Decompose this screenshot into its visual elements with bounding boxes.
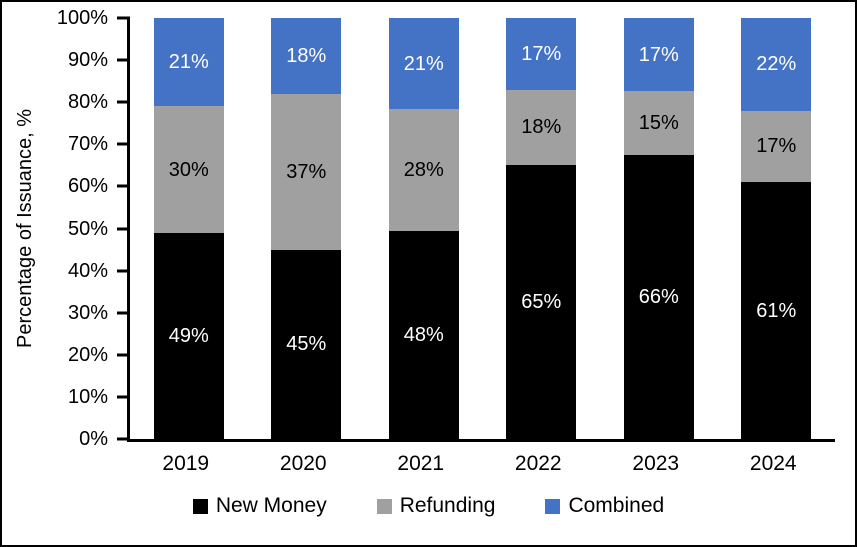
bar-segment-label: 65%: [521, 291, 562, 314]
y-axis-tick-mark: [117, 395, 130, 399]
bar-segment-label: 15%: [638, 112, 679, 135]
bar-2020: 45% 37% 18%: [271, 18, 342, 439]
bar-segment-new-money: 48%: [388, 230, 459, 439]
bar-segment-label: 21%: [168, 51, 209, 74]
legend: New Money Refunding Combined: [2, 494, 855, 518]
x-axis-label-2019: 2019: [162, 452, 210, 475]
bar-segment-new-money: 49%: [153, 232, 224, 439]
bar-segment-combined: 18%: [271, 18, 342, 94]
bar-segment-refunding: 15%: [623, 91, 694, 156]
bar-segment-refunding: 18%: [506, 89, 577, 166]
bar-segment-label: 18%: [521, 116, 562, 139]
x-axis-label-2021: 2021: [397, 452, 445, 475]
y-axis-tick-label: 20%: [67, 343, 108, 366]
y-axis-tick-label: 60%: [67, 175, 108, 198]
x-axis-label-2023: 2023: [632, 452, 680, 475]
bar-segment-label: 37%: [286, 160, 327, 183]
bar-segment-label: 18%: [286, 44, 327, 67]
y-axis-tick-label: 50%: [67, 217, 108, 240]
legend-label-refunding: Refunding: [399, 494, 496, 517]
bar-segment-label: 28%: [403, 158, 444, 181]
y-axis-tick-label: 10%: [67, 385, 108, 408]
bar-segment-label: 66%: [638, 286, 679, 309]
y-axis-tick-label: 90%: [67, 49, 108, 72]
y-axis-tick-label: 80%: [67, 91, 108, 114]
legend-item-combined: Combined: [545, 494, 664, 518]
bar-segment-label: 17%: [638, 43, 679, 66]
bar-segment-new-money: 61%: [741, 182, 812, 439]
bar-segment-combined: 21%: [388, 18, 459, 110]
bar-segment-refunding: 17%: [741, 110, 812, 183]
y-axis-tick-mark: [117, 100, 130, 104]
x-axis-label-2022: 2022: [514, 452, 562, 475]
bar-slot-2022: 65% 18% 17%: [483, 18, 601, 439]
y-axis-tick-mark: [117, 269, 130, 273]
bar-slot-2023: 66% 15% 17%: [600, 18, 718, 439]
bar-segment-label: 49%: [168, 324, 209, 347]
bar-slot-2020: 45% 37% 18%: [248, 18, 366, 439]
y-axis-tick-label: 100%: [56, 7, 108, 29]
bar-segment-combined: 22%: [741, 18, 812, 111]
legend-label-new-money: New Money: [215, 494, 327, 517]
bar-2023: 66% 15% 17%: [623, 18, 694, 439]
legend-label-combined: Combined: [568, 494, 665, 517]
y-axis-tick-mark: [117, 58, 130, 62]
y-axis-tick-label: 70%: [67, 133, 108, 156]
bar-segment-refunding: 28%: [388, 109, 459, 231]
bar-segment-label: 22%: [756, 53, 797, 76]
bar-segment-label: 45%: [286, 333, 327, 356]
legend-swatch-new-money: [192, 498, 208, 514]
y-axis-tick-mark: [117, 311, 130, 315]
legend-item-refunding: Refunding: [376, 494, 496, 518]
bars-container: 49% 30% 21% 45% 37% 18% 48% 28% 21% 65% 18% 17% 66% 1…: [130, 18, 835, 439]
bar-segment-new-money: 66%: [623, 155, 694, 439]
x-axis-label-2024: 2024: [749, 452, 797, 475]
y-axis-tick-label: 0%: [79, 428, 108, 450]
plot-area: 49% 30% 21% 45% 37% 18% 48% 28% 21% 65% 18% 17% 66% 1…: [57, 8, 835, 449]
y-axis-tick-mark: [117, 437, 130, 441]
bar-segment-label: 48%: [403, 323, 444, 346]
x-axis-labels: 2019 2020 2021 2022 2023 2024: [127, 452, 832, 476]
y-axis-tick-mark: [117, 353, 130, 357]
y-axis-tick-mark: [117, 16, 130, 20]
bar-2019: 49% 30% 21%: [153, 18, 224, 439]
bar-segment-label: 21%: [403, 52, 444, 75]
bar-segment-combined: 17%: [506, 18, 577, 90]
y-axis-tick-mark: [117, 227, 130, 230]
x-axis-label-2020: 2020: [279, 452, 327, 475]
bar-2024: 61% 17% 22%: [741, 18, 812, 439]
y-axis-tick-label: 30%: [67, 301, 108, 324]
bar-segment-label: 30%: [168, 158, 209, 181]
bar-slot-2021: 48% 28% 21%: [365, 18, 483, 439]
bar-2021: 48% 28% 21%: [388, 18, 459, 439]
bar-segment-new-money: 45%: [271, 249, 342, 439]
legend-swatch-combined: [545, 498, 561, 514]
bar-segment-label: 17%: [756, 135, 797, 158]
y-axis-tick-mark: [117, 142, 130, 146]
bar-segment-label: 61%: [756, 299, 797, 322]
bar-segment-combined: 21%: [153, 18, 224, 107]
bar-segment-refunding: 37%: [271, 93, 342, 250]
bar-segment-combined: 17%: [623, 18, 694, 92]
bar-slot-2024: 61% 17% 22%: [718, 18, 836, 439]
legend-swatch-refunding: [376, 498, 392, 514]
bar-slot-2019: 49% 30% 21%: [130, 18, 248, 439]
y-axis-tick-mark: [117, 184, 130, 188]
bar-segment-new-money: 65%: [506, 165, 577, 439]
legend-item-new-money: New Money: [192, 494, 327, 518]
y-axis-tick-label: 40%: [67, 259, 108, 282]
bar-segment-refunding: 30%: [153, 106, 224, 233]
bar-segment-label: 17%: [521, 42, 562, 65]
bar-2022: 65% 18% 17%: [506, 18, 577, 439]
